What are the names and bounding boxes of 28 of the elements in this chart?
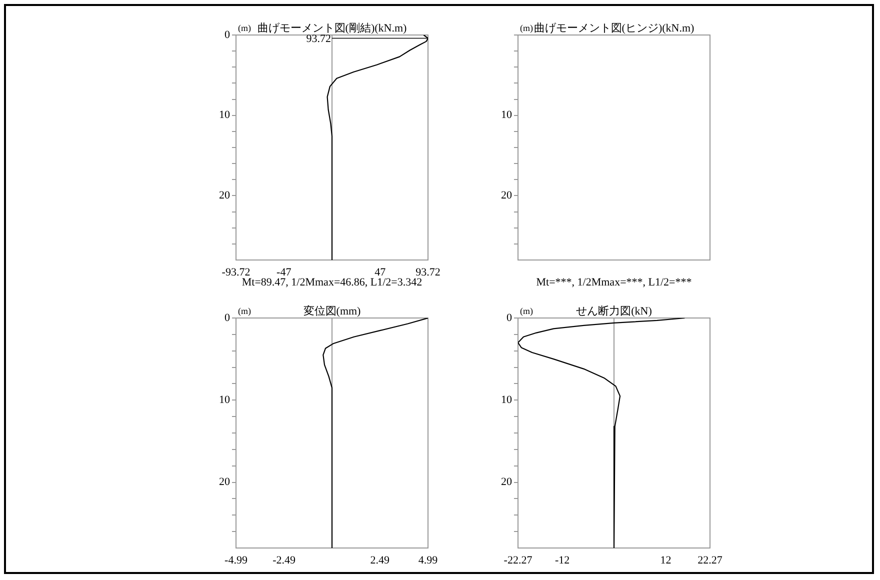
y-tick-label: 0 (224, 312, 230, 324)
x-tick-label: 4.99 (418, 554, 438, 566)
x-tick-label: -47 (276, 266, 292, 278)
x-tick-label: 22.27 (698, 554, 723, 566)
y-tick-label: 20 (219, 190, 230, 202)
x-tick-label: 12 (660, 554, 672, 566)
y-tick-label: 20 (219, 476, 230, 488)
chart-title: 変位図(mm) (303, 304, 362, 318)
x-tick-label: 47 (374, 266, 386, 278)
annotation: 93.72 (306, 33, 331, 46)
y-axis-title: (m) (238, 306, 251, 316)
y-tick-label: 10 (219, 109, 230, 122)
y-tick-label: 0 (224, 28, 230, 41)
y-tick-label: 10 (501, 394, 512, 406)
x-tick-label: -22.27 (504, 554, 533, 566)
y-tick-label: 10 (219, 394, 230, 406)
y-tick-label: 0 (506, 312, 512, 324)
y-axis-title: (m) (520, 306, 533, 316)
x-tick-label: 93.72 (416, 266, 440, 278)
text: Mt=89.47, 1/2Mmax=46.86, L1/2=3.342 (242, 276, 422, 288)
chart-title: 曲げモーメント図(剛結)(kN.m) (257, 21, 408, 34)
x-tick-label: 2.49 (370, 554, 390, 566)
y-axis-title: (m) (238, 22, 251, 33)
x-tick-label: -2.49 (272, 554, 296, 566)
y-tick-label: 20 (501, 476, 512, 488)
x-tick-label: -12 (554, 554, 570, 566)
x-tick-label: -4.99 (224, 554, 248, 566)
x-tick-label: -93.72 (222, 266, 250, 278)
